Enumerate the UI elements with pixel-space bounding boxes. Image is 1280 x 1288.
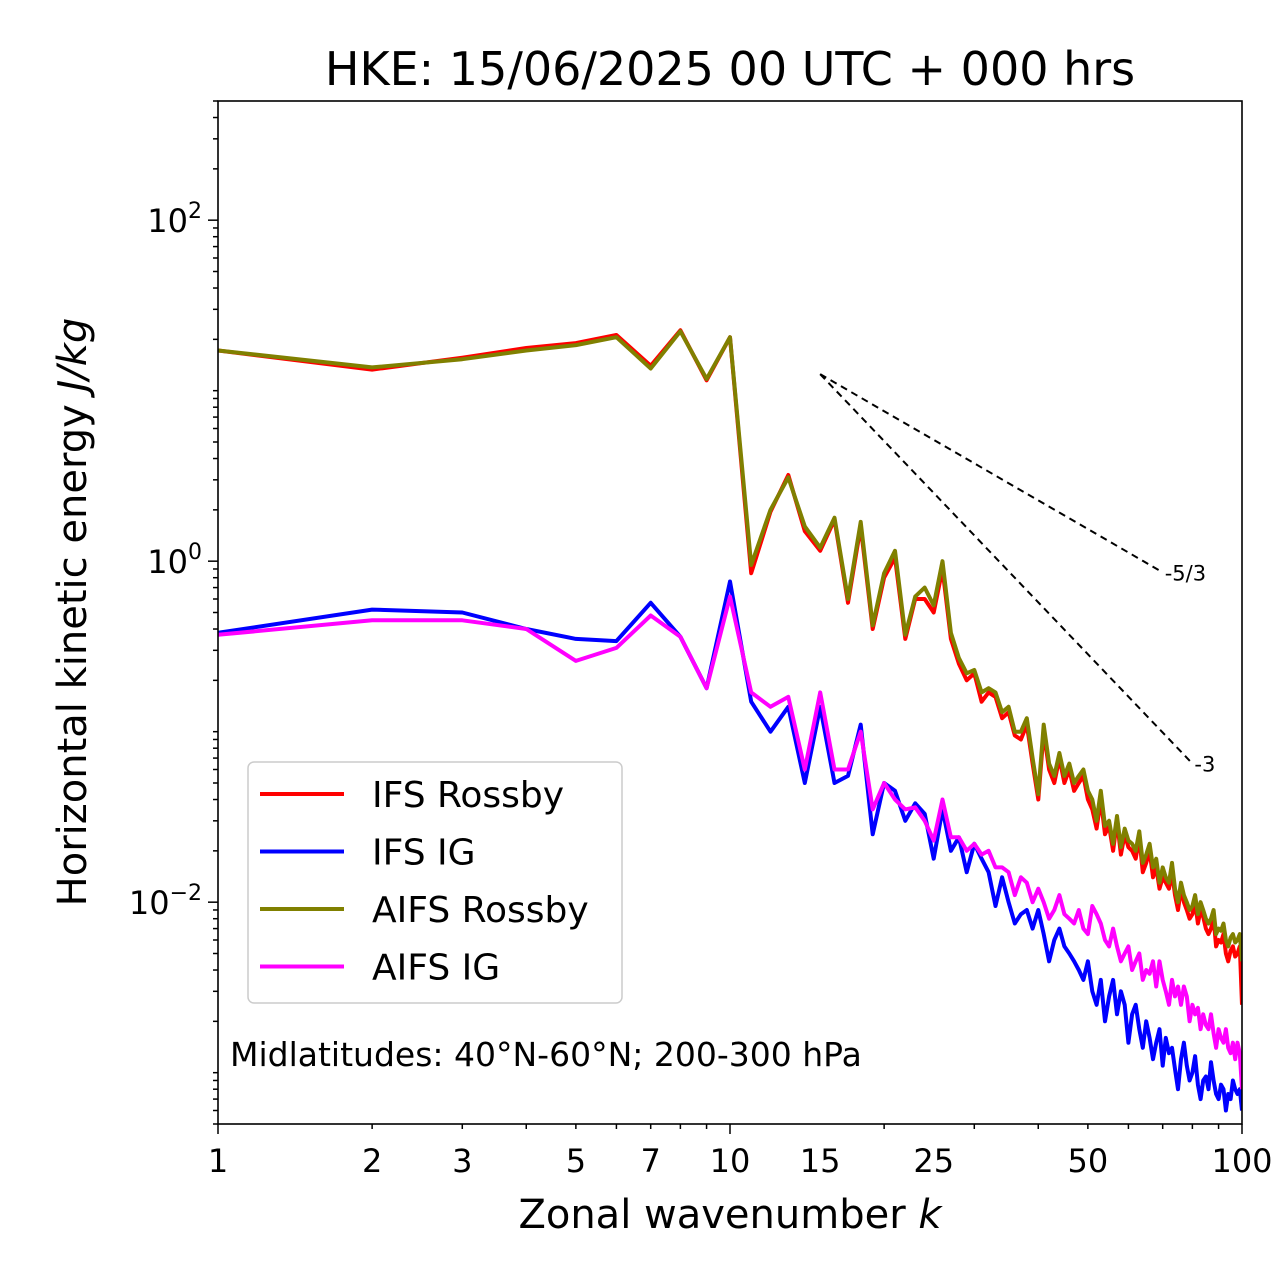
reference-slope-line <box>819 373 1164 574</box>
legend-label: AIFS IG <box>372 948 500 989</box>
legend-label: AIFS Rossby <box>372 890 589 931</box>
x-tick-label: 100 <box>1211 1142 1272 1180</box>
x-tick-label: 5 <box>566 1142 586 1180</box>
series-line-aifs-ig <box>218 594 1242 1090</box>
reference-slope-label: -3 <box>1194 753 1215 777</box>
x-tick-label: 50 <box>1068 1142 1109 1180</box>
legend-box <box>247 761 623 1004</box>
y-tick-label: 102 <box>147 199 202 240</box>
legend-label: IFS IG <box>372 833 476 874</box>
x-axis: 1 2 3 5 7 10 15 25 50 100 <box>208 1124 1273 1180</box>
reference-slope-label: -5/3 <box>1165 561 1206 585</box>
x-tick-label: 25 <box>913 1142 954 1180</box>
reference-slopes: -5/3 -3 <box>819 373 1215 777</box>
y-axis: 10−2 100 102 <box>129 100 218 1125</box>
series-line-aifs-rossby <box>218 329 1242 962</box>
x-tick-label: 10 <box>710 1142 751 1180</box>
series-layer <box>218 328 1242 1113</box>
x-tick-label: 1 <box>208 1142 228 1180</box>
reference-slope-line <box>819 373 1194 765</box>
x-tick-label: 2 <box>362 1142 382 1180</box>
legend-label: IFS Rossby <box>372 775 564 816</box>
legend: IFS Rossby IFS IG AIFS Rossby AIFS IG <box>247 761 623 1004</box>
chart-title: HKE: 15/06/2025 00 UTC + 000 hrs <box>325 42 1135 96</box>
y-axis-label: Horizontal kinetic energy J/kg <box>50 318 96 907</box>
x-tick-label: 15 <box>800 1142 841 1180</box>
y-tick-label: 10−2 <box>129 881 202 922</box>
x-tick-label: 3 <box>452 1142 472 1180</box>
y-tick-label: 100 <box>147 540 202 581</box>
region-annotation: Midlatitudes: 40°N-60°N; 200-300 hPa <box>230 1035 862 1074</box>
x-tick-label: 7 <box>641 1142 661 1180</box>
x-axis-label: Zonal wavenumber k <box>518 1192 943 1238</box>
